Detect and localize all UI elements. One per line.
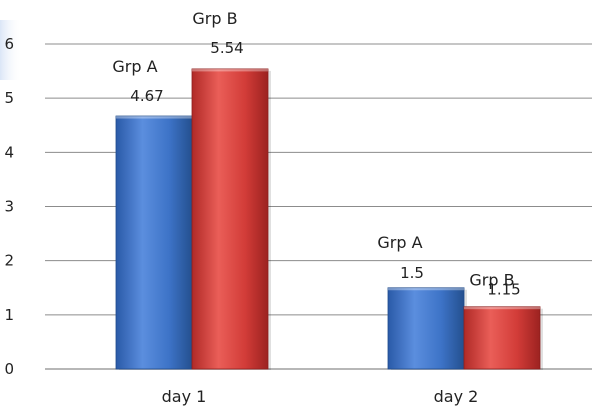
bar-highlight	[464, 306, 540, 310]
bar-highlight	[388, 287, 464, 291]
bar-grp-b	[191, 68, 269, 370]
data-label-series: Grp B	[469, 271, 514, 290]
bar-grp-b	[463, 306, 541, 370]
y-tick-label: 0	[4, 360, 14, 378]
data-label-series: Grp B	[192, 9, 237, 28]
bar-highlight	[116, 116, 192, 119]
data-label-value: 1.5	[400, 264, 424, 282]
data-label-value: 5.54	[210, 39, 243, 57]
edge-glow	[0, 20, 22, 80]
x-category-label: day 1	[162, 387, 207, 406]
data-label-series: Grp A	[112, 57, 157, 76]
y-tick-label: 3	[4, 198, 14, 216]
y-tick-label: 1	[4, 306, 14, 324]
data-label-value: 1.15	[487, 281, 520, 299]
x-axis-categories: day 1 day 2	[162, 387, 479, 406]
bar-grp-a	[115, 115, 193, 370]
y-axis-ticks: 0 1 2 3 4 5 6	[4, 35, 14, 378]
y-tick-label: 2	[4, 252, 14, 270]
bar-highlight	[192, 68, 268, 72]
x-category-label: day 2	[434, 387, 479, 406]
bar-grp-a	[387, 287, 465, 370]
data-label-series: Grp A	[377, 233, 422, 252]
bars	[115, 68, 543, 371]
y-tick-label: 4	[4, 143, 14, 161]
y-tick-label: 5	[4, 89, 14, 107]
data-label-value: 4.67	[130, 87, 163, 105]
y-tick-label: 6	[4, 35, 14, 53]
